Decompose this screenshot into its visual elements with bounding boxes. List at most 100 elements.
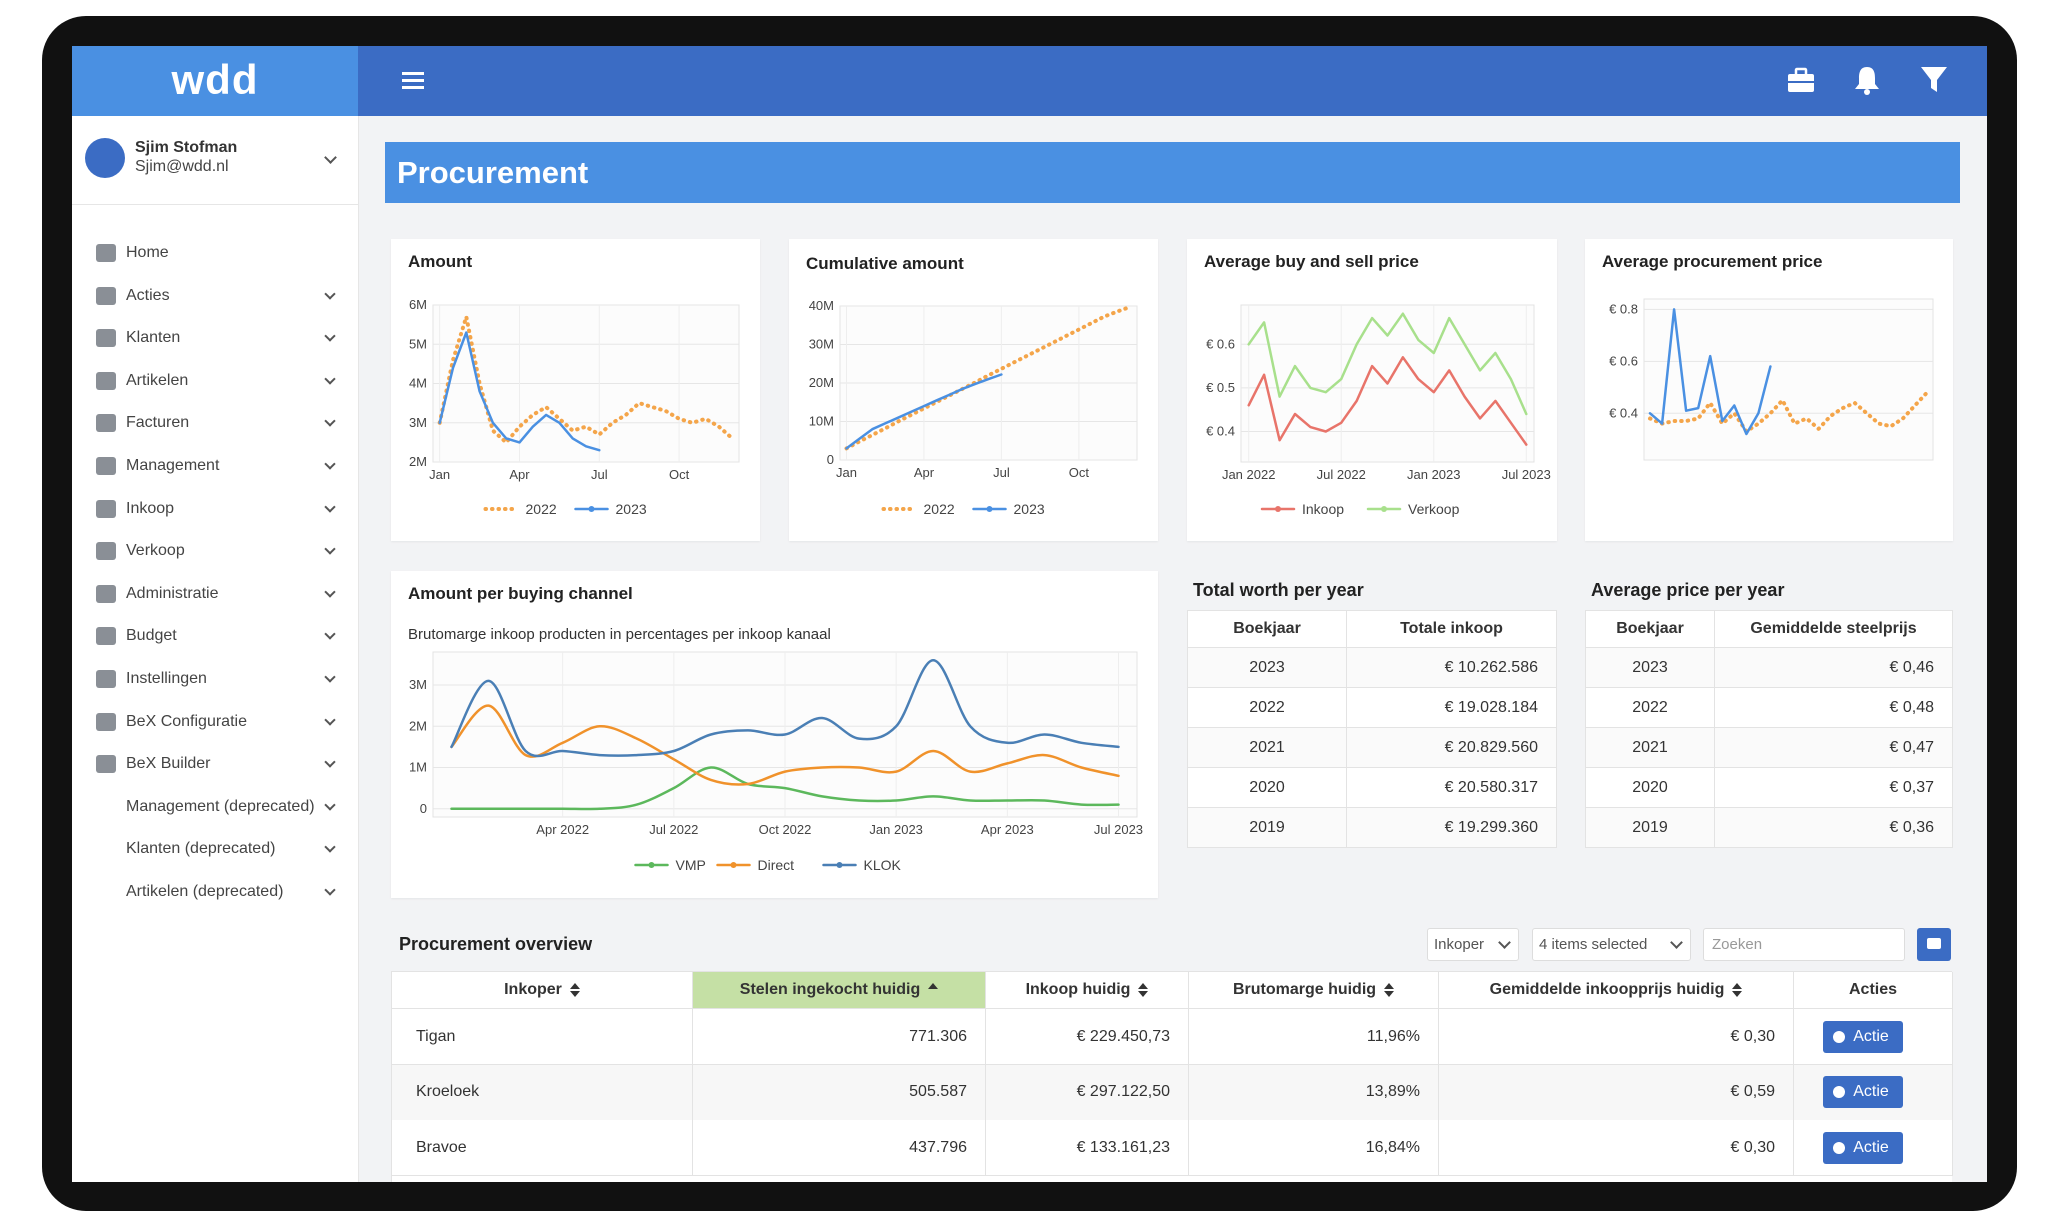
action-button[interactable]: Actie [1823,1131,1903,1164]
y-tick-label: 1M [409,760,427,775]
menu-item[interactable]: Klanten [72,321,358,357]
user-name: Sjim Stofman [135,139,238,156]
menu-item[interactable]: Management (deprecated) [72,790,358,826]
table-year: 2022 [1188,688,1347,728]
column-header[interactable]: Inkoper [392,972,693,1009]
menu-icon [96,371,116,390]
briefcase-icon[interactable] [1786,66,1816,96]
column-header[interactable]: Gemiddelde inkoopprijs huidig [1439,972,1794,1009]
filter-label: 4 items selected [1539,936,1648,953]
table-value: € 0,46 [1715,648,1953,688]
menu-label: Budget [126,627,177,645]
x-tick-label: Apr [509,467,530,482]
table-value: € 133.161,23 [986,1120,1189,1177]
table-value: € 0,30 [1439,1120,1794,1177]
button-label: Actie [1853,1083,1889,1101]
x-tick-label: Jan 2023 [869,822,923,837]
menu-label: BeX Builder [126,755,211,773]
menu-item[interactable]: Artikelen (deprecated) [72,875,358,911]
menu-item[interactable]: Verkoop [72,534,358,570]
chart-title: Average buy and sell price [1204,252,1419,271]
y-tick-label: 10M [809,414,834,429]
filter-select[interactable]: 4 items selected [1532,928,1691,961]
table-year: 2019 [1586,808,1715,848]
chevron [324,458,336,470]
column-header[interactable]: Stelen ingekocht huidig [693,972,986,1009]
chevron [324,713,336,726]
menu-toggle[interactable] [400,68,426,94]
menu-item[interactable]: BeX Builder [72,747,358,783]
legend-item: 2023 [574,501,647,517]
menu-label: Facturen [126,414,190,432]
table-year: 2020 [1586,768,1715,808]
x-tick-label: Apr 2022 [536,822,589,837]
table-year: 2019 [1188,808,1347,848]
chart-card: Average buy and sell price € 0.4 € 0.5 € 0.… [1187,239,1557,541]
app: wdd Sjim Stofman Sjim@wdd.nl Home Acties K… [72,46,1987,1182]
y-tick-label: 0 [420,801,427,816]
button-label: Actie [1853,1027,1889,1045]
table-year: 2021 [1188,728,1347,768]
table-year: 2023 [1188,648,1347,688]
column-label: Inkoper [504,981,562,998]
chevron [324,287,336,300]
table-value: € 0,47 [1715,728,1953,768]
action-button[interactable]: Actie [1823,1076,1903,1109]
series-line [450,659,1120,758]
action-cell: Actie [1794,1009,1953,1065]
column-header[interactable]: Brutomarge huidig [1189,972,1439,1009]
x-tick-label: Jul 2023 [1094,822,1143,837]
filter-icon[interactable] [1919,64,1949,96]
table-value: € 0,48 [1715,688,1953,728]
legend-label: 2022 [526,501,557,517]
x-tick-label: Jan [836,465,857,480]
table-value: 16,84% [1189,1120,1439,1177]
y-tick-label: € 0.4 [1609,405,1638,420]
menu-icon [96,329,116,348]
action-cell: Actie [1794,1064,1953,1121]
menu-item[interactable]: Facturen [72,406,358,442]
menu-label: Administratie [126,584,219,602]
user-menu-toggle[interactable] [324,151,337,164]
search-input[interactable]: Zoeken [1703,928,1905,961]
plot-area [1643,298,1934,461]
menu-item[interactable]: Instellingen [72,662,358,698]
table: Boekjaar Gemiddelde steelprijs 2023 € 0,46 2… [1585,610,1953,848]
legend-label: KLOK [864,857,902,873]
series-line [450,766,1120,811]
menu-item[interactable]: Artikelen [72,364,358,400]
y-tick-label: 40M [809,298,834,313]
legend-dot [730,862,737,868]
table-value: € 297.122,50 [986,1064,1189,1121]
print-button[interactable] [1917,928,1951,961]
menu-item[interactable]: Management [72,449,358,485]
menu-item[interactable]: BeX Configuratie [72,705,358,741]
column-header: Acties [1794,972,1953,1009]
menu-label: Acties [126,286,170,304]
chevron [324,884,336,896]
legend-label: Direct [758,857,795,873]
menu-item[interactable]: Administratie [72,577,358,613]
menu-item[interactable]: Home [72,236,358,272]
sort-icon [1384,983,1395,997]
y-tick-label: 6M [409,297,427,312]
info-icon [1833,1086,1846,1099]
series-line [845,373,1003,450]
bell-icon[interactable] [1852,64,1882,96]
filter-select[interactable]: Inkoper [1427,928,1519,961]
legend-item: 2022 [881,501,955,517]
logo[interactable]: wdd [171,56,259,103]
chart-card: Cumulative amount 0 10M 20M 30M 40M Jan Apr Jul O… [789,239,1158,541]
table-value: 771.306 [693,1009,986,1065]
menu-item[interactable]: Inkoop [72,492,358,528]
info-icon [1833,1030,1846,1043]
x-tick-label: Jan 2023 [1407,467,1461,482]
menu-item[interactable]: Budget [72,619,358,655]
sort-icon [1138,983,1149,997]
menu-item[interactable]: Klanten (deprecated) [72,832,358,868]
page-title: Procurement [397,155,589,190]
column-header[interactable]: Inkoop huidig [986,972,1189,1009]
sort-icon [928,983,939,997]
action-button[interactable]: Actie [1823,1020,1903,1053]
menu-item[interactable]: Acties [72,279,358,315]
